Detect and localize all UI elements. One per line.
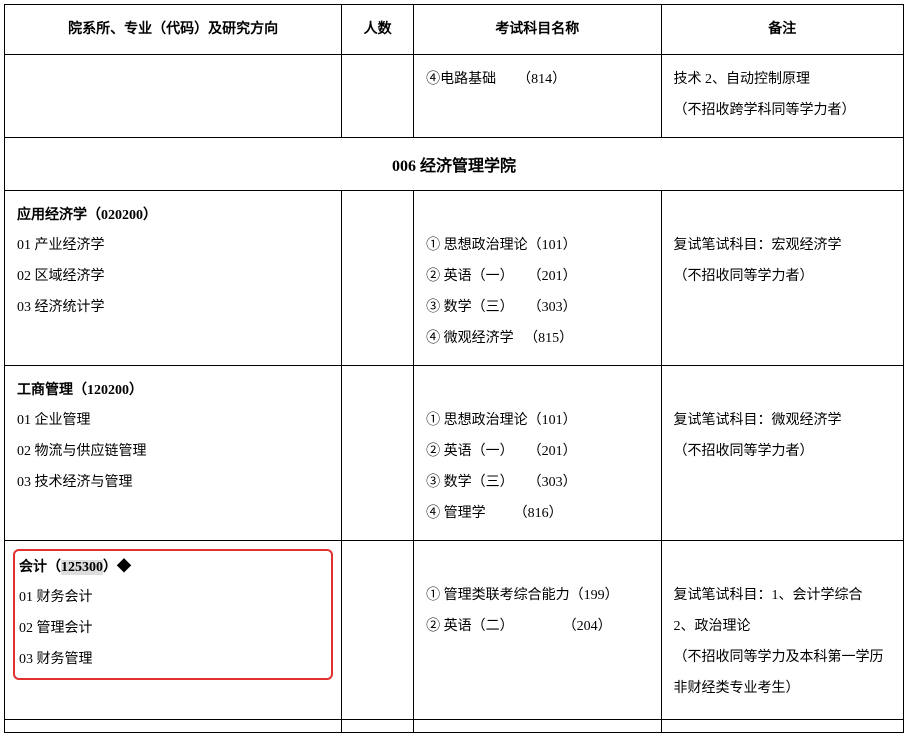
major-suffix: ）◆ [103,560,131,575]
admissions-table: 院系所、专业（代码）及研究方向 人数 考试科目名称 备注 ④电路基础 （814）… [4,4,904,733]
header-col-note: 备注 [662,5,903,54]
note-line: 复试笔试科目：1、会计学综合 [674,581,891,612]
direction-line: 02 管理会计 [19,614,327,645]
cell-subjects: ① 管理类联考综合能力（199） ② 英语（二） （204） [414,541,661,719]
cell-subjects: ① 思想政治理论（101） ② 英语（一） （201） ③ 数学（三） （303… [414,191,661,365]
note-line: （不招收同等学力者） [674,437,891,468]
direction-line: 01 产业经济学 [17,231,329,262]
subject-line: ① 管理类联考综合能力（199） [426,581,648,612]
cell-count [342,55,414,137]
subject-code: （815） [524,331,573,346]
direction-line: 02 物流与供应链管理 [17,437,329,468]
subject-name: ④电路基础 [426,72,496,87]
note-line: （不招收同等学力者） [674,262,891,293]
subject-code: （201） [528,444,577,459]
cell-note: 复试笔试科目：微观经济学 （不招收同等学力者） [662,366,903,540]
subject-code: （204） [563,619,612,634]
cell-empty [414,720,661,732]
subject-line: ① 思想政治理论（101） [426,406,648,437]
major-title: 应用经济学（020200） [17,201,329,232]
subject-line: ① 思想政治理论（101） [426,231,648,262]
direction-line: 01 企业管理 [17,406,329,437]
cell-note: 复试笔试科目：宏观经济学 （不招收同等学力者） [662,191,903,365]
subject-code: （814） [517,72,566,87]
subject-code: （816） [514,506,563,521]
cell-count [342,191,414,365]
header-col-subject: 考试科目名称 [414,5,661,54]
subject-line: ③ 数学（三） （303） [426,293,648,324]
note-line: 复试笔试科目：微观经济学 [674,406,891,437]
table-row: ④电路基础 （814） 技术 2、自动控制原理 （不招收跨学科同等学力者） [5,55,903,138]
cell-empty [5,720,342,732]
cell-major [5,55,342,137]
table-row: 工商管理（120200） 01 企业管理 02 物流与供应链管理 03 技术经济… [5,366,903,541]
subject-line: ④ 微观经济学 （815） [426,324,648,355]
subject-code: （303） [528,475,577,490]
table-row: 会计（125300）◆ 01 财务会计 02 管理会计 03 财务管理 ① 管理… [5,541,903,720]
note-line: （不招收跨学科同等学力者） [674,96,891,127]
note-line: 2、政治理论 [674,612,891,643]
highlight-box: 会计（125300）◆ 01 财务会计 02 管理会计 03 财务管理 [13,549,333,680]
note-line: 复试笔试科目：宏观经济学 [674,231,891,262]
subject-line: ② 英语（一） （201） [426,437,648,468]
cell-subjects: ④电路基础 （814） [414,55,661,137]
note-line: 技术 2、自动控制原理 [674,65,891,96]
major-prefix: 会计（ [19,560,61,575]
note-line: （不招收同等学力及本科第一学历非财经类专业考生） [674,643,891,705]
subject-line: ④ 管理学 （816） [426,499,648,530]
subject-line: ② 英语（二） （204） [426,612,648,643]
subject-name: ② 英语（二） [426,619,514,634]
subject-name: ② 英语（一） [426,269,514,284]
cell-major: 工商管理（120200） 01 企业管理 02 物流与供应链管理 03 技术经济… [5,366,342,540]
cell-note: 复试笔试科目：1、会计学综合 2、政治理论 （不招收同等学力及本科第一学历非财经… [662,541,903,719]
cell-subjects: ① 思想政治理论（101） ② 英语（一） （201） ③ 数学（三） （303… [414,366,661,540]
major-title: 工商管理（120200） [17,376,329,407]
table-header-row: 院系所、专业（代码）及研究方向 人数 考试科目名称 备注 [5,5,903,55]
header-col-count: 人数 [342,5,414,54]
cell-count [342,366,414,540]
header-col-major: 院系所、专业（代码）及研究方向 [5,5,342,54]
cell-count [342,541,414,719]
major-code-highlight: 125300 [61,560,103,575]
cell-empty [342,720,414,732]
direction-line: 03 经济统计学 [17,293,329,324]
cell-major: 应用经济学（020200） 01 产业经济学 02 区域经济学 03 经济统计学 [5,191,342,365]
direction-line: 01 财务会计 [19,583,327,614]
cell-empty [662,720,903,732]
direction-line: 03 技术经济与管理 [17,468,329,499]
subject-code: （303） [528,300,577,315]
subject-line: ③ 数学（三） （303） [426,468,648,499]
subject-line: ② 英语（一） （201） [426,262,648,293]
subject-name: ④ 管理学 [426,506,486,521]
subject-name: ② 英语（一） [426,444,514,459]
major-title: 会计（125300）◆ [19,553,327,584]
section-header: 006 经济管理学院 [5,138,903,191]
subject-name: ④ 微观经济学 [426,331,514,346]
subject-code: （201） [528,269,577,284]
subject-name: ③ 数学（三） [426,300,514,315]
subject-line: ④电路基础 （814） [426,65,648,96]
cell-note: 技术 2、自动控制原理 （不招收跨学科同等学力者） [662,55,903,137]
table-row-empty [5,720,903,732]
table-row: 应用经济学（020200） 01 产业经济学 02 区域经济学 03 经济统计学… [5,191,903,366]
direction-line: 03 财务管理 [19,645,327,676]
cell-major: 会计（125300）◆ 01 财务会计 02 管理会计 03 财务管理 [5,541,342,719]
subject-name: ③ 数学（三） [426,475,514,490]
direction-line: 02 区域经济学 [17,262,329,293]
